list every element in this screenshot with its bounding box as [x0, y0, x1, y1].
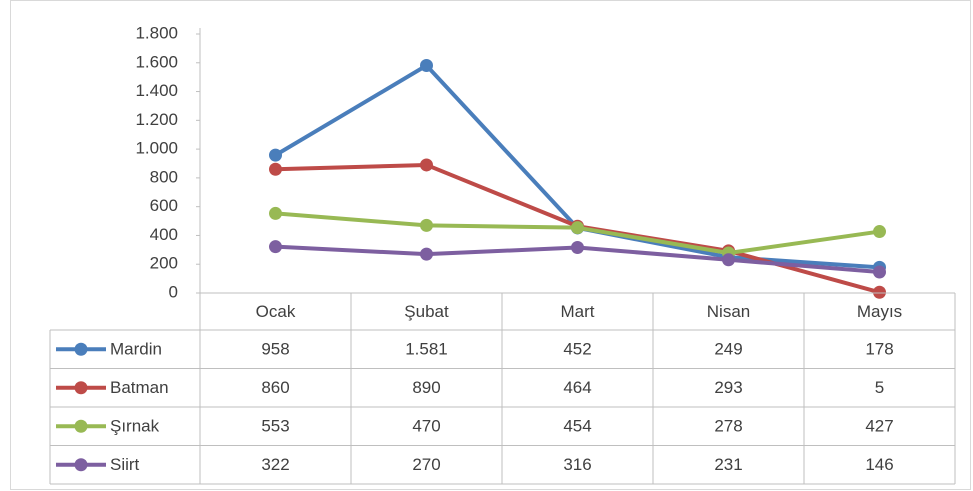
y-tick-label: 600 — [150, 196, 178, 215]
table-cell: 146 — [865, 455, 893, 474]
table-cell: 452 — [563, 340, 591, 359]
legend-key — [74, 342, 88, 356]
table-cell: 464 — [563, 378, 591, 397]
x-tick-label: Şubat — [404, 302, 449, 321]
y-tick-label: 1.800 — [135, 23, 178, 42]
table-cell: 454 — [563, 417, 591, 436]
y-tick-label: 1.600 — [135, 52, 178, 71]
table-cell: 470 — [412, 417, 440, 436]
point — [571, 221, 584, 235]
point — [722, 253, 735, 267]
point — [269, 162, 282, 176]
table-cell: 553 — [261, 417, 289, 436]
y-tick-label: 1.200 — [135, 110, 178, 129]
legend-label: Siirt — [110, 455, 140, 474]
legend-key — [74, 419, 88, 433]
point — [873, 225, 886, 239]
table-cell: 316 — [563, 455, 591, 474]
point — [420, 59, 433, 73]
y-tick-label: 1.000 — [135, 139, 178, 158]
y-tick-label: 0 — [169, 282, 178, 301]
table-cell: 427 — [865, 417, 893, 436]
table-cell: 860 — [261, 378, 289, 397]
y-tick-label: 1.400 — [135, 81, 178, 100]
legend-label: Mardin — [110, 340, 162, 359]
point — [420, 218, 433, 232]
legend-key — [74, 381, 88, 395]
point — [873, 265, 886, 279]
legend-label: Batman — [110, 378, 169, 397]
x-tick-label: Nisan — [707, 302, 750, 321]
y-tick-label: 400 — [150, 225, 178, 244]
y-tick-label: 200 — [150, 254, 178, 273]
x-tick-label: Mart — [561, 302, 595, 321]
table-cell: 322 — [261, 455, 289, 474]
table-cell: 270 — [412, 455, 440, 474]
point — [420, 158, 433, 172]
chart-border — [10, 0, 971, 490]
legend-label: Şırnak — [110, 417, 160, 436]
table-cell: 231 — [714, 455, 742, 474]
table-cell: 890 — [412, 378, 440, 397]
point — [269, 206, 282, 220]
legend-key — [74, 458, 88, 472]
point — [420, 247, 433, 261]
point — [571, 241, 584, 255]
table-cell: 249 — [714, 340, 742, 359]
point — [873, 285, 886, 299]
table-cell: 5 — [875, 378, 884, 397]
table-cell: 293 — [714, 378, 742, 397]
x-tick-label: Mayıs — [857, 302, 902, 321]
table-cell: 958 — [261, 340, 289, 359]
table-cell: 178 — [865, 340, 893, 359]
table-cell: 1.581 — [405, 340, 448, 359]
point — [269, 240, 282, 254]
y-tick-label: 800 — [150, 167, 178, 186]
table-cell: 278 — [714, 417, 742, 436]
x-tick-label: Ocak — [256, 302, 296, 321]
point — [269, 148, 282, 162]
